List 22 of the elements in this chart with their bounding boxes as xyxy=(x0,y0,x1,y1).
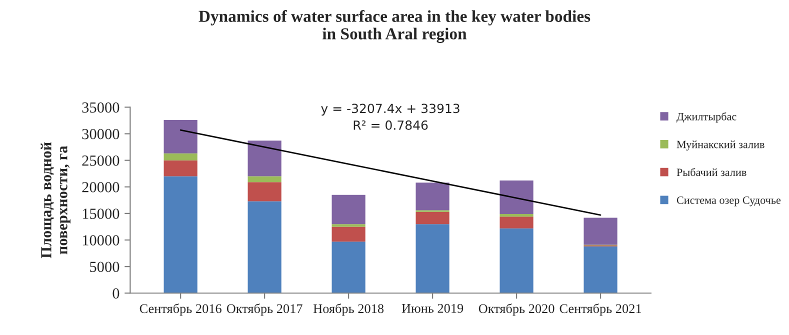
annotation: R² = 0.7846 xyxy=(354,120,428,130)
x-tick-label: Сентябрь 2016 xyxy=(140,304,222,316)
annotation: y = -3207.4x + 33913 xyxy=(321,104,460,116)
x-tick-label: Сентябрь 2021 xyxy=(560,304,642,316)
y-tick-label: 10000 xyxy=(82,235,120,246)
x-tick-label: Октябрь 2017 xyxy=(226,304,302,316)
y-axis-title: Площадь водной поверхности, га xyxy=(40,142,70,258)
y-tick-label: 35000 xyxy=(82,102,120,113)
legend-label: Джилтырбас xyxy=(676,112,736,123)
x-tick-label: Октябрь 2020 xyxy=(478,304,554,316)
y-tick-label: 15000 xyxy=(82,208,120,219)
legend-label: Система озер Судочье xyxy=(676,196,781,206)
x-tick-label: Ноябрь 2018 xyxy=(313,304,384,316)
chart-title: Dynamics of water surface area in the key water bodies in South Aral region xyxy=(198,10,590,43)
y-tick-label: 5000 xyxy=(90,262,120,272)
x-tick-label: Июнь 2019 xyxy=(402,304,464,313)
y-tick-label: 20000 xyxy=(82,182,120,192)
y-tick-label: 25000 xyxy=(82,155,120,166)
y-tick-label: 0 xyxy=(112,288,120,299)
y-tick-label: 30000 xyxy=(82,128,120,140)
legend-label: Муйнакский залив xyxy=(676,140,764,150)
legend-label: Рыбачий залив xyxy=(676,168,746,176)
